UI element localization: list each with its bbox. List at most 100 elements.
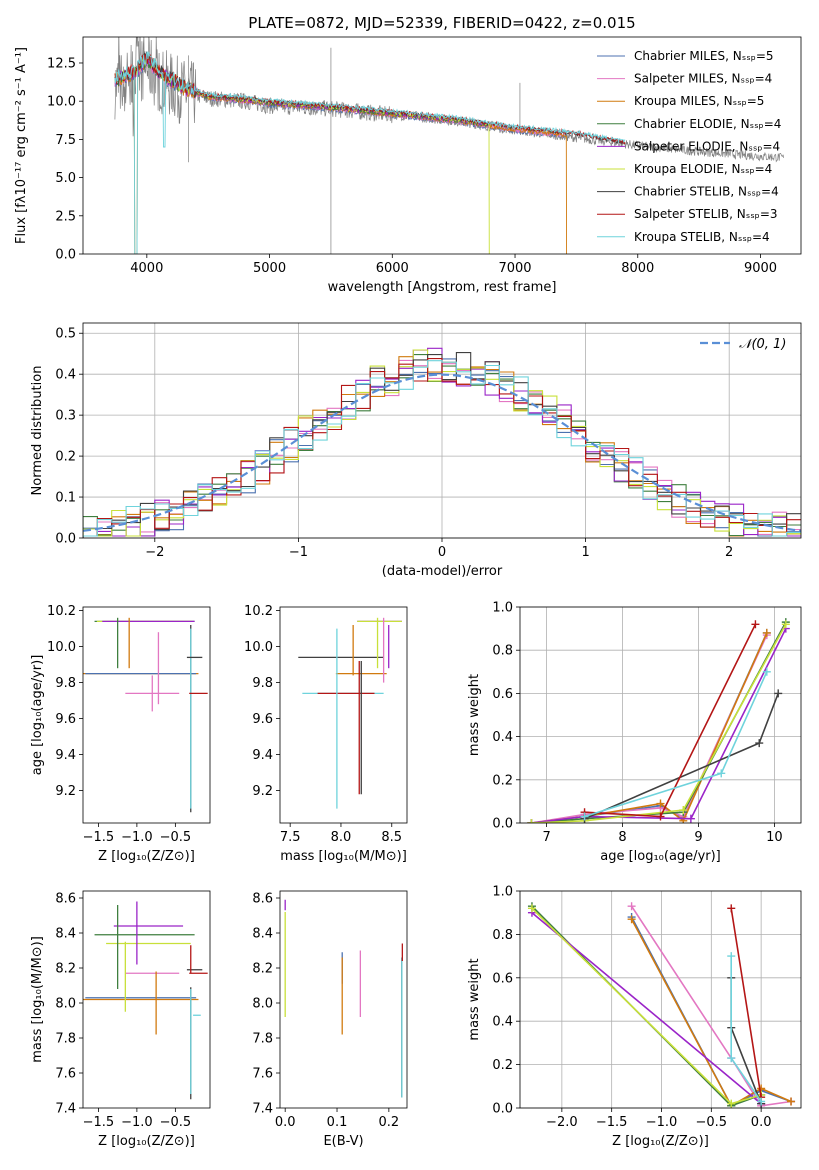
x-axis-label: (data-model)/error [382,564,503,579]
plus-marker [656,799,665,808]
y-tick-label: 7.6 [252,1067,273,1082]
y-tick-label: 10.0 [244,640,273,655]
legend-entry: Chabrier STELIB, Nₛₛₚ=4 [634,185,779,199]
axes-frame [82,890,211,1109]
y-tick-label: 7.5 [55,133,76,148]
plus-marker [762,628,771,637]
y-tick-label: 0.1 [55,491,76,506]
y-tick-label: 0.4 [492,730,513,745]
legend-entry: Chabrier ELODIE, Nₛₛₚ=4 [634,117,781,131]
mass-weight-line [531,912,762,1105]
massweight-vs-metallicity-panel: −2.0 −1.5 −1.0 −0.5 0.0 0.0 0.2 0.4 0.6 0.8 1.0 Z [… [467,885,802,1149]
x-tick-label: 4000 [130,261,163,276]
axes-frame [82,322,802,539]
y-tick-label: 9.2 [252,784,273,799]
y-tick-label: 9.2 [55,784,76,799]
y-tick-label: 0.2 [55,450,76,465]
x-tick-label: 10 [766,830,783,845]
x-tick-label: 7.5 [280,830,301,845]
x-tick-label: 1 [581,545,589,560]
x-tick-label: 0.1 [327,1115,348,1130]
x-axis-label: E(B-V) [323,1134,363,1149]
y-tick-label: 0.2 [492,1058,513,1073]
legend-entry: Salpeter ELODIE, Nₛₛₚ=4 [634,139,780,153]
y-tick-label: 7.8 [252,1032,273,1047]
x-tick-label: 8 [618,830,626,845]
plus-marker [751,620,760,629]
spectrum-panel: 4000 5000 6000 7000 8000 9000 0.0 2.5 5.0 7.5 10.0… [14,14,802,295]
mass-weight-line [531,634,768,823]
x-tick-label: 0 [438,545,446,560]
y-tick-label: 0.4 [55,368,76,383]
axes-frame [82,606,211,824]
y-tick-label: 9.8 [55,676,76,691]
x-tick-label: 0.2 [379,1115,400,1130]
y-tick-label: 0.5 [55,327,76,342]
y-tick-label: 1.0 [492,885,513,900]
x-tick-label: −2.0 [546,1115,578,1130]
errorbar-plot-area [298,617,402,809]
residual-plot-area [83,347,801,538]
model-line [114,51,626,254]
mass-weight-line [531,632,768,823]
x-tick-label: −0.5 [160,830,192,845]
plus-marker [774,689,783,698]
y-tick-label: 8.0 [252,997,273,1012]
mass-weight-line [730,908,762,1098]
x-tick-label: −1.5 [83,1115,115,1130]
y-axis-label: mass weight [467,958,482,1040]
x-tick-label: −1.0 [646,1115,678,1130]
y-tick-label: 2.5 [55,209,76,224]
y-axis-label: Normed distribution [30,366,45,496]
y-tick-label: 0.0 [55,532,76,547]
plus-marker [527,819,536,823]
legend-entry: Chabrier MILES, Nₛₛₚ=5 [634,49,774,63]
y-tick-label: 8.4 [252,927,273,942]
y-tick-label: 7.6 [55,1067,76,1082]
y-tick-label: 9.6 [252,712,273,727]
x-tick-label: 7000 [498,261,531,276]
x-tick-label: 8.0 [331,830,352,845]
plus-marker [781,620,790,629]
mass-weight-line [531,632,768,823]
spectrum-plot-area [114,37,784,254]
y-tick-label: 0.8 [492,928,513,943]
y-tick-label: 0.0 [492,1102,513,1117]
legend-entry: 𝒩(0, 1) [739,337,786,352]
y-tick-label: 0.6 [492,971,513,986]
x-tick-label: 0.0 [751,1115,772,1130]
axes-frame [82,36,802,255]
axes-frame [279,890,408,1109]
x-tick-label: −1 [289,545,308,560]
errorbar-plot-area [284,899,403,1098]
plus-marker [757,1097,766,1106]
legend: Chabrier MILES, Nₛₛₚ=5 Salpeter MILES, Nₛ… [597,49,781,244]
gaussian-curve [83,373,801,532]
y-tick-label: 0.3 [55,409,76,424]
y-tick-label: 8.0 [55,997,76,1012]
plus-marker [679,806,688,815]
line-plot-area [527,618,790,823]
x-tick-label: −2 [145,545,164,560]
plus-marker [717,769,726,778]
y-axis-label: mass weight [467,674,482,756]
plus-marker [627,902,636,911]
mass-weight-line [531,628,787,823]
x-tick-label: 9 [694,830,702,845]
massweight-vs-age-panel: 7 8 9 10 0.0 0.2 0.4 0.6 0.8 1.0 age [log₁₀(age/yr… [467,601,802,864]
y-tick-label: 8.6 [55,892,76,907]
plus-marker [527,904,536,913]
plus-marker [762,667,771,676]
chart-title: PLATE=0872, MJD=52339, FIBERID=0422, z=0… [248,14,635,32]
axes-frame [279,606,408,824]
legend-entry: Kroupa STELIB, Nₛₛₚ=4 [634,230,770,244]
y-axis-label: mass [log₁₀(M/M⊙)] [30,936,45,1063]
plus-marker [727,1054,736,1063]
y-tick-label: 0.4 [492,1015,513,1030]
x-axis-label: age [log₁₀(age/yr)] [600,849,721,864]
y-tick-label: 0.8 [492,644,513,659]
plus-marker [727,952,736,961]
y-tick-label: 0.2 [492,773,513,788]
mass-vs-ebv-panel: 0.0 0.1 0.2 7.4 7.6 7.8 8.0 8.2 8.4 8.6 E(B-V) [252,890,408,1149]
